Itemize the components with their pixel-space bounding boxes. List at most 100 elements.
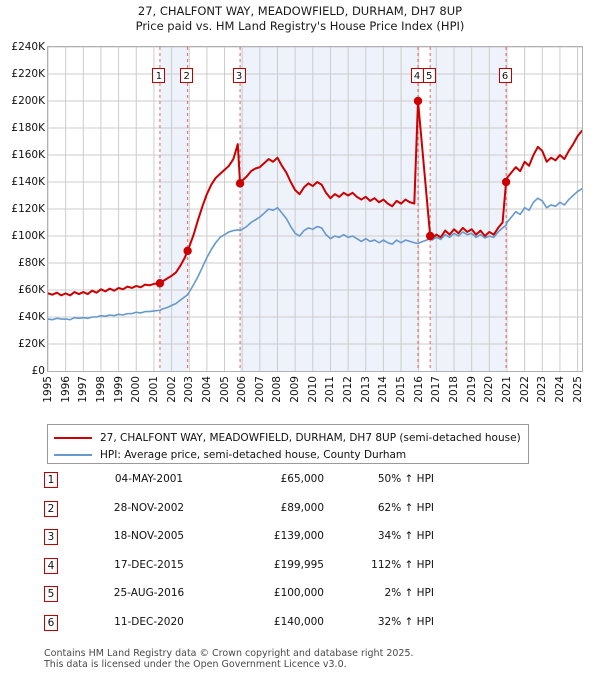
sales-table: 1 04-MAY-2001 £65,000 50% ↑ HPI 2 28-NOV-2002…: [44, 470, 544, 641]
y-tick-label: £220K: [11, 68, 45, 80]
row-price: £89,000: [280, 501, 324, 514]
x-tick-label: 2020: [483, 376, 496, 403]
y-tick-label: £180K: [11, 122, 45, 134]
x-tick-label: 2025: [571, 376, 584, 403]
row-hpi-delta: 32% ↑ HPI: [377, 615, 434, 628]
sale-index-badge: 2: [180, 68, 194, 83]
row-index-badge: 3: [44, 529, 58, 545]
x-tick-label: 2014: [377, 376, 390, 403]
legend-swatch-hpi: [54, 454, 92, 456]
x-tick-label: 2010: [306, 376, 319, 403]
title-line-1: 27, CHALFONT WAY, MEADOWFIELD, DURHAM, D…: [137, 4, 463, 18]
x-tick-label: 2018: [448, 376, 461, 403]
row-date: 11-DEC-2020: [114, 615, 184, 628]
sale-point: [425, 231, 435, 241]
legend-entry-property: 27, CHALFONT WAY, MEADOWFIELD, DURHAM, D…: [54, 430, 522, 446]
x-tick-label: 1997: [77, 376, 90, 403]
x-tick-label: 1999: [112, 376, 125, 403]
y-tick-label: £240K: [11, 41, 45, 53]
x-tick-label: 2006: [236, 376, 249, 403]
x-tick-label: 2007: [253, 376, 266, 403]
legend-label-property: 27, CHALFONT WAY, MEADOWFIELD, DURHAM, D…: [100, 432, 521, 444]
x-axis-labels: 1995 1996 1997 1998 1999 2000 2001 2002 2003 2004…: [42, 376, 584, 422]
page-title: 27, CHALFONT WAY, MEADOWFIELD, DURHAM, D…: [0, 4, 600, 34]
x-tick-label: 2016: [412, 376, 425, 403]
chart-area: £0 £20K £40K £60K £80K £100K £120K £140K £160K £1…: [0, 41, 600, 403]
row-price: £199,995: [273, 558, 324, 571]
y-tick-label: £40K: [18, 311, 45, 323]
sale-point: [183, 246, 192, 256]
row-date: 28-NOV-2002: [113, 501, 185, 514]
table-row: 4 17-DEC-2015 £199,995 112% ↑ HPI: [44, 556, 544, 585]
row-price: £65,000: [280, 473, 324, 485]
y-tick-label: £120K: [11, 203, 45, 215]
row-hpi-delta: 50% ↑ HPI: [377, 473, 434, 485]
property-price-line: [48, 100, 582, 297]
y-tick-label: £140K: [11, 176, 45, 188]
row-hpi-delta: 34% ↑ HPI: [377, 530, 434, 542]
sale-index-badge: 5: [422, 68, 436, 83]
table-row: 3 18-NOV-2005 £139,000 34% ↑ HPI: [44, 527, 544, 556]
x-tick-label: 2022: [518, 376, 531, 403]
row-price: £100,000: [273, 587, 324, 599]
row-hpi-delta: 2% ↑ HPI: [384, 587, 434, 599]
attribution-footer: Contains HM Land Registry data © Crown c…: [44, 648, 584, 670]
sale-index-badge: 6: [498, 68, 512, 83]
x-tick-label: 2001: [147, 376, 160, 403]
sale-index-badge: 3: [232, 68, 246, 83]
row-hpi-delta: 112% ↑ HPI: [371, 558, 434, 571]
chart-legend: 27, CHALFONT WAY, MEADOWFIELD, DURHAM, D…: [47, 424, 529, 464]
x-tick-label: 2017: [430, 376, 443, 403]
x-tick-label: 2008: [271, 376, 284, 403]
table-row: 1 04-MAY-2001 £65,000 50% ↑ HPI: [44, 470, 544, 499]
legend-label-hpi: HPI: Average price, semi-detached house,…: [100, 449, 407, 461]
x-tick-label: 1998: [94, 376, 107, 403]
x-tick-label: 2011: [324, 376, 337, 403]
x-tick-label: 1996: [59, 376, 72, 403]
row-price: £140,000: [273, 615, 324, 628]
sale-point: [155, 279, 165, 288]
footer-line-2: This data is licensed under the Open Gov…: [44, 659, 347, 670]
x-tick-label: 1995: [42, 376, 54, 403]
legend-swatch-property: [54, 437, 92, 439]
x-tick-label: 2004: [200, 376, 213, 403]
table-row: 5 25-AUG-2016 £100,000 2% ↑ HPI: [44, 584, 544, 613]
price-history-plot: [48, 47, 582, 371]
y-tick-label: £60K: [18, 284, 45, 296]
sale-point: [235, 179, 245, 188]
y-tick-label: £200K: [11, 95, 45, 107]
x-tick-label: 2009: [289, 376, 302, 403]
table-row: 2 28-NOV-2002 £89,000 62% ↑ HPI: [44, 499, 544, 528]
y-tick-label: £80K: [18, 257, 45, 269]
x-tick-label: 2005: [218, 376, 231, 403]
y-tick-label: £100K: [11, 230, 45, 242]
sale-index-badge: 1: [152, 68, 166, 83]
sale-point: [501, 177, 511, 187]
x-tick-label: 2021: [500, 376, 513, 403]
table-row: 6 11-DEC-2020 £140,000 32% ↑ HPI: [44, 613, 544, 642]
plot-region: [47, 46, 583, 372]
x-tick-label: 2003: [183, 376, 196, 403]
x-tick-label: 2015: [395, 376, 408, 403]
x-tick-label: 2012: [342, 376, 355, 403]
sale-index-badge: 4: [410, 68, 424, 83]
x-tick-label: 2013: [359, 376, 372, 403]
x-tick-label: 2002: [165, 376, 178, 403]
row-index-badge: 4: [44, 557, 58, 574]
row-price: £139,000: [273, 530, 324, 542]
x-tick-label: 2024: [553, 376, 566, 403]
y-tick-label: £0: [31, 365, 45, 377]
y-axis-labels: £0 £20K £40K £60K £80K £100K £120K £140K £160K £1…: [0, 41, 45, 377]
x-tick-label: 2000: [130, 376, 143, 403]
row-date: 17-DEC-2015: [114, 558, 184, 571]
row-index-badge: 1: [44, 472, 58, 488]
row-index-badge: 5: [44, 586, 58, 602]
row-date: 04-MAY-2001: [114, 473, 184, 485]
row-hpi-delta: 62% ↑ HPI: [377, 501, 434, 514]
row-date: 25-AUG-2016: [113, 587, 185, 599]
y-tick-label: £20K: [18, 338, 45, 350]
title-line-2: Price paid vs. HM Land Registry's House …: [135, 19, 465, 33]
row-date: 18-NOV-2005: [113, 530, 185, 542]
legend-entry-hpi: HPI: Average price, semi-detached house,…: [54, 447, 522, 463]
